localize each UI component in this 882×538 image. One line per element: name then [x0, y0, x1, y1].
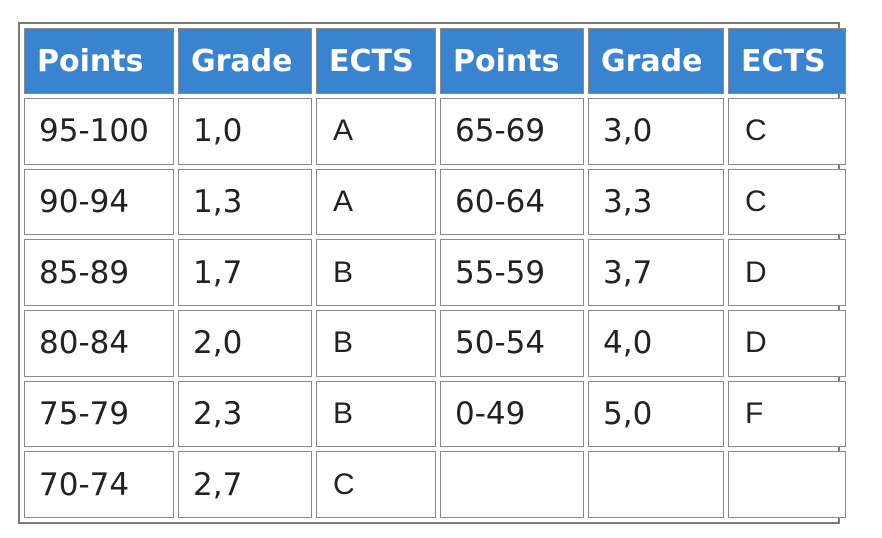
grade-cell: 1,7: [178, 239, 312, 306]
grade-cell: 2,3: [178, 380, 312, 448]
grade-cell: 5,0: [588, 380, 724, 448]
ects-cell: A: [316, 168, 436, 236]
ects-cell: B: [316, 239, 436, 306]
header-points: Points: [440, 28, 584, 94]
ects-cell: F: [728, 380, 846, 448]
ects-cell: D: [728, 309, 846, 377]
header-ects: ECTS: [728, 28, 846, 94]
points-cell: 85-89: [24, 239, 174, 306]
points-cell: 50-54: [440, 309, 584, 377]
grade-cell: 4,0: [588, 309, 724, 377]
table-row: 75-79 2,3 B 0-49 5,0 F: [24, 380, 846, 448]
points-cell: 65-69: [440, 98, 584, 165]
table-row: 95-100 1,0 A 65-69 3,0 C: [24, 98, 846, 165]
ects-cell: B: [316, 309, 436, 377]
header-grade: Grade: [178, 28, 312, 94]
points-cell: 95-100: [24, 98, 174, 165]
table-row: 85-89 1,7 B 55-59 3,7 D: [24, 239, 846, 306]
points-cell: 70-74: [24, 451, 174, 518]
points-cell: 90-94: [24, 168, 174, 236]
header-ects: ECTS: [316, 28, 436, 94]
header-points: Points: [24, 28, 174, 94]
ects-cell: C: [728, 168, 846, 236]
table-row: 70-74 2,7 C: [24, 451, 846, 518]
table-row: 80-84 2,0 B 50-54 4,0 D: [24, 309, 846, 377]
points-cell: 60-64: [440, 168, 584, 236]
grade-cell: 2,0: [178, 309, 312, 377]
header-row: Points Grade ECTS Points Grade ECTS: [24, 28, 846, 94]
grade-cell: 2,7: [178, 451, 312, 518]
grading-table: Points Grade ECTS Points Grade ECTS 95-1…: [20, 24, 850, 522]
grading-table-container: Points Grade ECTS Points Grade ECTS 95-1…: [18, 22, 846, 524]
grade-cell: 3,3: [588, 168, 724, 236]
points-cell: 80-84: [24, 309, 174, 377]
points-cell: 55-59: [440, 239, 584, 306]
ects-cell: C: [728, 98, 846, 165]
header-grade: Grade: [588, 28, 724, 94]
empty-cell: [588, 451, 724, 518]
grade-cell: 3,0: [588, 98, 724, 165]
empty-cell: [728, 451, 846, 518]
ects-cell: D: [728, 239, 846, 306]
grade-cell: 1,0: [178, 98, 312, 165]
points-cell: 0-49: [440, 380, 584, 448]
grade-cell: 1,3: [178, 168, 312, 236]
ects-cell: A: [316, 98, 436, 165]
points-cell: 75-79: [24, 380, 174, 448]
table-row: 90-94 1,3 A 60-64 3,3 C: [24, 168, 846, 236]
grade-cell: 3,7: [588, 239, 724, 306]
empty-cell: [440, 451, 584, 518]
ects-cell: C: [316, 451, 436, 518]
ects-cell: B: [316, 380, 436, 448]
